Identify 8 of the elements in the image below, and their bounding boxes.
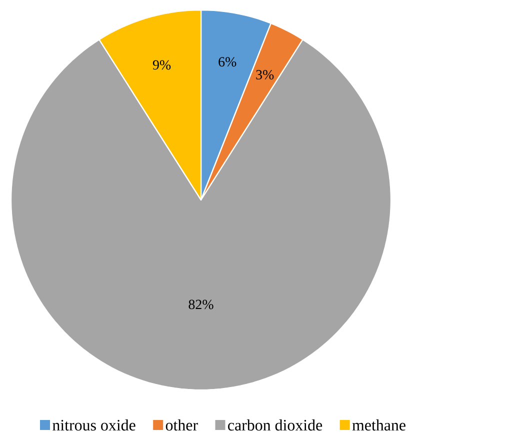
- data-label: 9%: [152, 60, 171, 70]
- legend-label: other: [166, 419, 198, 431]
- data-label: 6%: [218, 57, 236, 67]
- legend-label: methane: [352, 419, 406, 431]
- data-label: 3%: [256, 70, 274, 80]
- data-label: 82%: [188, 300, 214, 310]
- legend-label: carbon dioxide: [228, 419, 322, 431]
- legend-label: nitrous oxide: [52, 419, 136, 431]
